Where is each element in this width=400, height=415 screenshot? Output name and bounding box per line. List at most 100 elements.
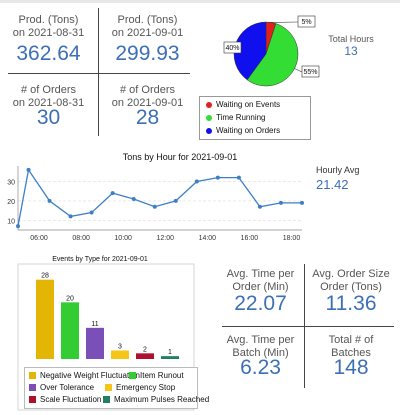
bar-legend-item: Scale Fluctuation xyxy=(29,395,101,404)
line-x-tick: 14:00 xyxy=(199,235,217,242)
event-bar xyxy=(111,350,129,359)
avg-order-time-label: Avg. Time per Order (Min) xyxy=(218,268,303,294)
pie-slice-label: 55% xyxy=(303,69,317,76)
line-point xyxy=(26,167,31,172)
green-dot-icon xyxy=(206,114,212,121)
pie-slice-label: 40% xyxy=(225,45,239,52)
bar-legend-label: Emergency Stop xyxy=(116,383,176,392)
line-x-tick: 06:00 xyxy=(30,235,48,242)
avg-order-time-label-line1: Avg. Time per xyxy=(226,268,295,280)
event-bar xyxy=(136,353,154,359)
pie-legend-label: Waiting on Orders xyxy=(216,126,281,135)
line-x-tick: 18:00 xyxy=(283,235,301,242)
event-bar-value: 28 xyxy=(41,273,49,280)
bar-legend-label: Maximum Pulses Reached xyxy=(114,395,210,404)
pie-legend-label: Time Running xyxy=(216,113,266,122)
teal-square-icon xyxy=(103,396,110,403)
kpi-bottom-divider-h xyxy=(222,326,394,327)
line-point xyxy=(152,204,157,209)
prod-a-label: Prod. (Tons) on 2021-08-31 xyxy=(0,14,97,40)
pie-legend-item: Waiting on Orders xyxy=(206,126,280,135)
line-point xyxy=(110,191,115,196)
kpi-grid-divider-h xyxy=(8,73,190,74)
event-bar-value: 11 xyxy=(91,321,98,328)
line-point xyxy=(236,175,241,180)
prod-b-label: Prod. (Tons) on 2021-09-01 xyxy=(99,14,196,40)
line-point xyxy=(257,204,262,209)
prod-a-label-line2: on 2021-08-31 xyxy=(12,27,85,39)
line-x-tick: 16:00 xyxy=(241,235,259,242)
line-x-tick: 12:00 xyxy=(156,235,174,242)
line-point xyxy=(173,198,178,203)
line-point xyxy=(131,196,136,201)
event-bar xyxy=(61,302,79,359)
event-bar-value: 3 xyxy=(118,344,122,351)
avg-order-time-value: 22.07 xyxy=(234,292,287,315)
event-bar xyxy=(161,356,179,359)
line-point xyxy=(194,179,199,184)
bar-chart-title: Events by Type for 2021-09-01 xyxy=(52,256,148,263)
line-point xyxy=(278,200,283,205)
orders-b-label-line1: # of Orders xyxy=(119,84,176,96)
green-square-icon xyxy=(129,372,136,379)
hourly-avg-label: Hourly Avg xyxy=(316,165,360,175)
orders-b-label: # of Orders on 2021-09-01 xyxy=(99,84,196,110)
prod-b-value: 299.93 xyxy=(115,42,180,65)
line-point xyxy=(68,214,73,219)
line-series xyxy=(17,168,302,227)
orders-a-label-line2: on 2021-08-31 xyxy=(12,97,85,109)
line-chart-title: Tons by Hour for 2021-09-01 xyxy=(122,152,238,162)
line-x-tick: 08:00 xyxy=(72,235,90,242)
bar-legend-label: Negative Weight Fluctuation xyxy=(40,371,140,380)
pie-callout-box xyxy=(301,65,320,78)
avg-order-size-value: 11.36 xyxy=(325,292,377,315)
pie-slice-label: 5% xyxy=(301,19,311,26)
top-border xyxy=(0,0,400,3)
total-batches-label-line1: Total # of xyxy=(328,334,374,346)
bar-legend-item: Over Tolerance xyxy=(29,383,94,392)
bar-legend-item: Item Runout xyxy=(129,371,184,380)
pie-callout-box xyxy=(297,15,316,28)
line-y-tick: 30 xyxy=(7,180,15,187)
event-bar xyxy=(86,327,104,359)
prod-b-label-line1: Prod. (Tons) xyxy=(117,14,178,26)
line-y-tick: 20 xyxy=(7,199,15,206)
bar-legend: Negative Weight Fluctuation Item Runout … xyxy=(24,367,209,409)
prod-a-value: 362.64 xyxy=(16,42,81,65)
orders-b-label-line2: on 2021-09-01 xyxy=(111,97,184,109)
line-point xyxy=(215,175,220,180)
purple-square-icon xyxy=(29,384,36,391)
total-batches-label-line2: Batches xyxy=(331,347,371,359)
pie-callout-line xyxy=(294,68,303,73)
pie-chart: 5% 55% 40% xyxy=(223,15,320,87)
yellow-square-icon xyxy=(29,372,36,379)
line-x-tick: 10:00 xyxy=(114,235,132,242)
crimson-square-icon xyxy=(29,396,36,403)
bar-chart: 28 20 11 3 2 1 xyxy=(17,263,195,411)
line-point xyxy=(300,200,304,205)
orders-a-value: 30 xyxy=(36,106,61,129)
avg-batch-time-value: 6.23 xyxy=(240,356,281,379)
hourly-avg-value: 21.42 xyxy=(316,177,349,192)
avg-batch-time-label: Avg. Time per Batch (Min) xyxy=(218,334,303,360)
total-batches-value: 148 xyxy=(333,356,369,379)
event-bar-value: 20 xyxy=(66,295,74,302)
orders-b-value: 28 xyxy=(135,106,160,129)
line-y-tick: 10 xyxy=(7,218,15,225)
blue-dot-icon xyxy=(206,127,212,134)
avg-order-size-label: Avg. Order Size Order (Tons) xyxy=(306,268,396,294)
avg-order-size-label-line2: Order (Tons) xyxy=(320,281,382,293)
line-point xyxy=(89,210,94,215)
red-dot-icon xyxy=(206,101,212,108)
bar-legend-label: Scale Fluctuation xyxy=(40,395,102,404)
line-point xyxy=(16,224,20,229)
total-batches-label: Total # of Batches xyxy=(306,334,396,360)
bar-chart-frame xyxy=(17,263,195,411)
bar-legend-item: Maximum Pulses Reached xyxy=(103,395,209,404)
event-bar-value: 2 xyxy=(143,346,147,353)
line-chart: 06:00 08:00 10:00 12:00 14:00 16:00 18:00 10 20… xyxy=(7,166,304,242)
orders-a-label-line1: # of Orders xyxy=(20,84,77,96)
bar-legend-item: Negative Weight Fluctuation xyxy=(29,371,140,380)
bar-legend-item: Emergency Stop xyxy=(105,383,175,392)
event-bar xyxy=(36,279,54,359)
